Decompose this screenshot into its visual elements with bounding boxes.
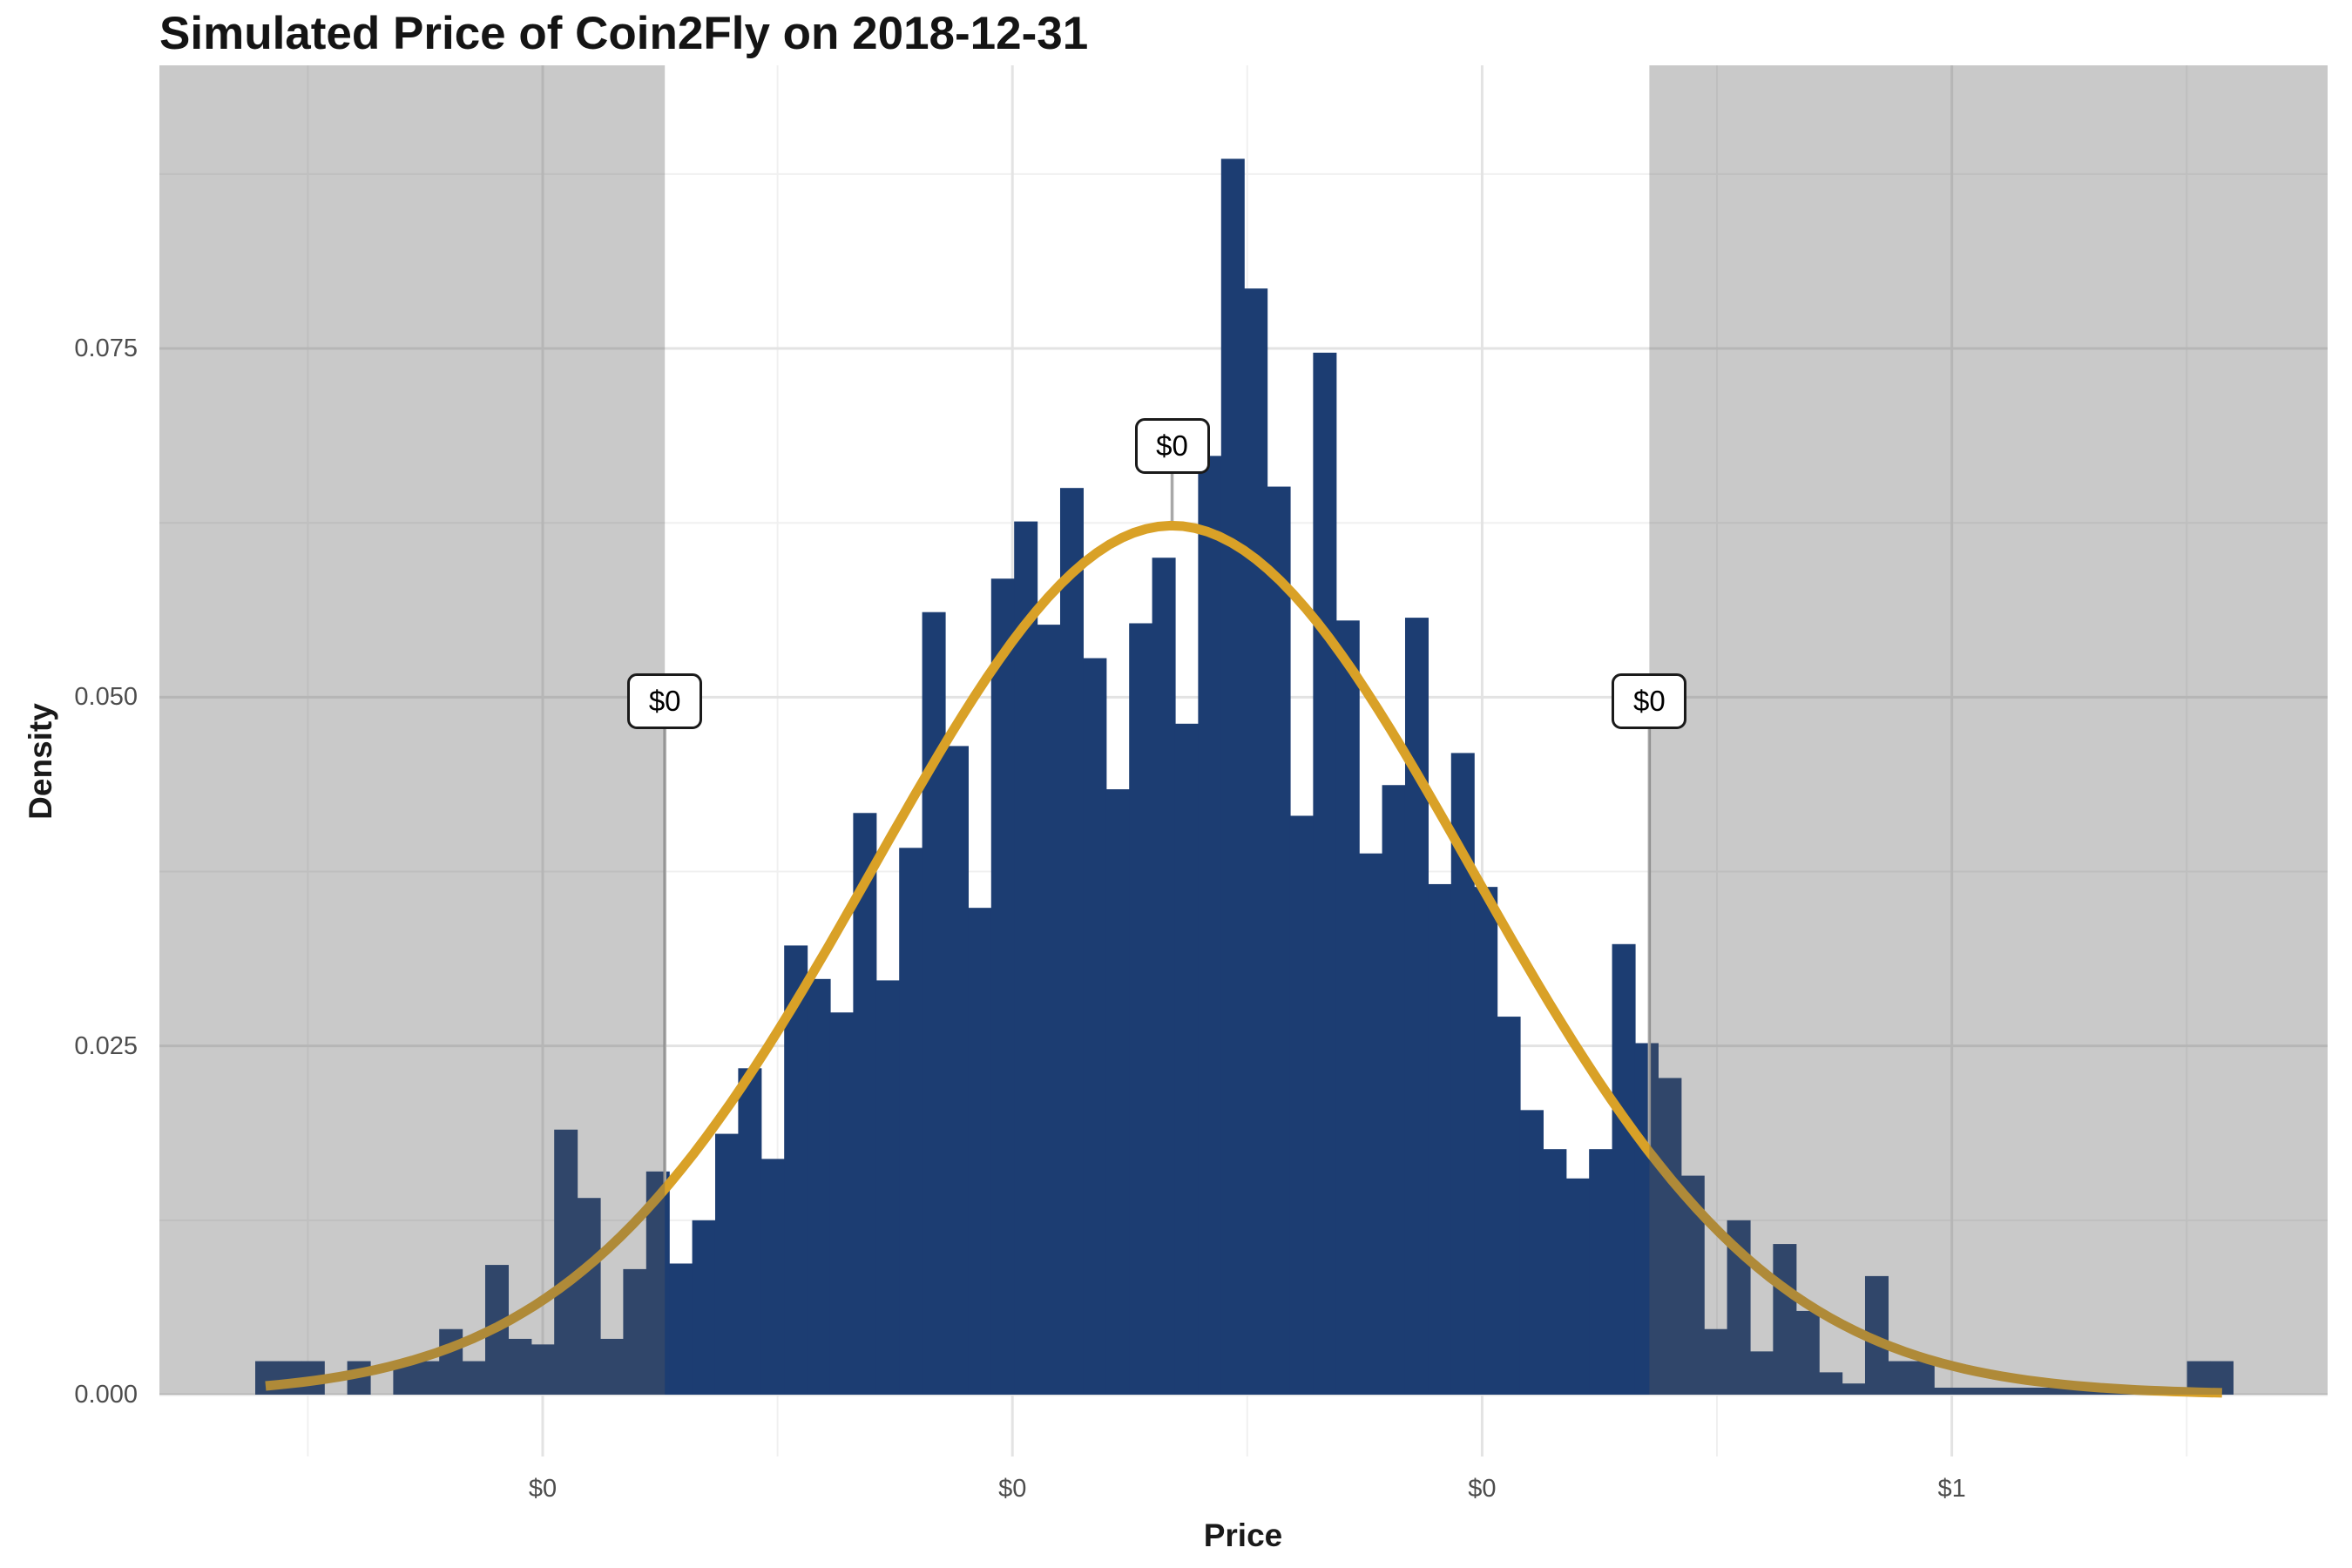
x-tick-label: $0 — [998, 1475, 1027, 1503]
histogram-bar — [416, 1361, 440, 1395]
histogram-bar — [1014, 521, 1038, 1395]
histogram-bar — [944, 746, 969, 1395]
histogram-bar — [1335, 620, 1360, 1395]
histogram-bar — [1267, 486, 1291, 1395]
histogram-bar — [1404, 618, 1429, 1395]
histogram-bar — [1198, 456, 1222, 1396]
histogram-bar — [1749, 1351, 1774, 1395]
histogram-bar — [1220, 159, 1245, 1395]
histogram-bar — [1819, 1372, 1843, 1395]
histogram-bar — [1474, 887, 1498, 1395]
histogram-bar — [508, 1338, 532, 1395]
histogram-bar — [599, 1338, 624, 1395]
histogram-bar — [1773, 1244, 1797, 1395]
histogram-bar — [990, 578, 1015, 1395]
chart-title: Simulated Price of Coin2Fly on 2018-12-3… — [159, 8, 1089, 59]
histogram-bar — [1519, 1110, 1544, 1395]
histogram-bar — [1105, 789, 1130, 1395]
histogram-bar — [738, 1068, 762, 1395]
y-axis-title: Density — [23, 703, 58, 820]
histogram-bar — [807, 978, 831, 1395]
x-tick-label: $0 — [1468, 1475, 1497, 1503]
y-tick-label: 0.000 — [74, 1381, 138, 1409]
histogram-bar — [1612, 943, 1636, 1395]
annotation-label: $0 — [627, 673, 703, 730]
histogram-bar — [1934, 1387, 1958, 1395]
histogram-bar — [554, 1129, 578, 1395]
histogram-bar — [1634, 1043, 1659, 1395]
y-tick-label: 0.025 — [74, 1031, 138, 1060]
histogram-bar — [1059, 488, 1084, 1395]
x-axis-title: Price — [1203, 1517, 1283, 1553]
histogram-bar — [2025, 1387, 2050, 1395]
histogram-bar — [1543, 1149, 1567, 1395]
histogram-bar — [829, 1012, 854, 1395]
histogram-bar — [2003, 1387, 2027, 1395]
histogram-bar — [623, 1268, 647, 1395]
histogram-bar — [1979, 1387, 2004, 1395]
x-tick-label: $0 — [528, 1475, 558, 1503]
histogram-bar — [531, 1344, 555, 1395]
histogram-bar — [1152, 558, 1176, 1395]
histogram-bar — [1910, 1361, 1935, 1395]
histogram-bar — [760, 1159, 785, 1395]
density-curve — [265, 520, 2222, 1398]
histogram-bar — [899, 848, 923, 1395]
histogram-bar — [1704, 1328, 1728, 1395]
histogram-bar — [1382, 785, 1406, 1395]
histogram-bar — [875, 980, 900, 1395]
x-tick-label: $1 — [1937, 1475, 1966, 1503]
histogram-bar — [1037, 625, 1061, 1395]
histogram-bar — [1129, 623, 1153, 1395]
y-tick-label: 0.050 — [74, 683, 138, 712]
histogram-bar — [692, 1220, 716, 1395]
histogram-bar — [1957, 1387, 1981, 1395]
histogram-bar — [1795, 1310, 1820, 1395]
histogram-bar — [1565, 1178, 1590, 1395]
histogram-bar — [714, 1133, 739, 1395]
annotation-label: $0 — [1612, 673, 1687, 730]
histogram-bar — [922, 612, 946, 1395]
histogram-bar — [669, 1263, 693, 1395]
histogram-bar — [1244, 288, 1268, 1396]
y-tick-label: 0.075 — [74, 335, 138, 363]
histogram-bar — [1589, 1149, 1613, 1395]
histogram-bar — [1497, 1017, 1521, 1395]
histogram-bar — [1888, 1361, 1912, 1395]
annotation-label: $0 — [1134, 418, 1210, 475]
histogram-bar — [968, 908, 992, 1395]
histogram-bar — [1313, 352, 1337, 1396]
histogram-bar — [1428, 883, 1452, 1395]
ci-shaded-region — [1649, 65, 2328, 1395]
histogram-bar — [853, 813, 877, 1395]
histogram-bar — [1174, 723, 1199, 1395]
histogram-bar — [1842, 1383, 1866, 1395]
ci-shaded-region — [159, 65, 666, 1395]
histogram-bar — [1289, 815, 1314, 1395]
histogram-bar — [1359, 853, 1383, 1395]
histogram-bar — [1658, 1078, 1682, 1395]
histogram-bar — [1083, 658, 1107, 1395]
histogram-bar — [462, 1361, 486, 1395]
histogram-bar — [577, 1198, 601, 1395]
histogram-bar — [2049, 1387, 2073, 1395]
